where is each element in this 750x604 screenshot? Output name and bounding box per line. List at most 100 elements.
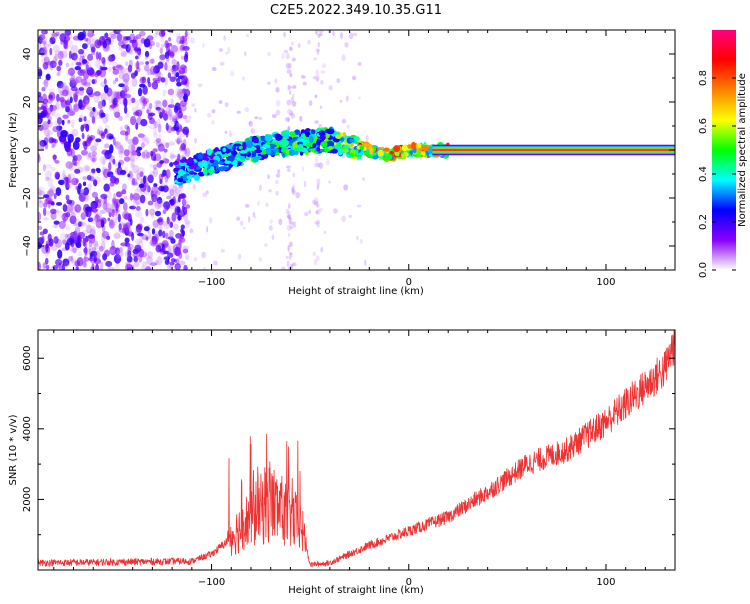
- noise-blob: [285, 53, 291, 60]
- noise-blob: [94, 39, 102, 49]
- noise-blob: [91, 191, 99, 199]
- noise-blob: [146, 185, 151, 193]
- noise-blob: [281, 53, 285, 60]
- noise-blob: [71, 258, 77, 264]
- noise-blob: [135, 66, 141, 73]
- noise-blob: [124, 87, 128, 97]
- signal-blob: [206, 148, 213, 156]
- noise-blob: [144, 55, 148, 60]
- noise-blob: [54, 53, 58, 62]
- noise-blob: [289, 46, 293, 51]
- noise-blob: [57, 50, 64, 60]
- noise-blob: [162, 206, 167, 212]
- noise-blob: [182, 126, 190, 136]
- noise-blob: [175, 139, 183, 144]
- noise-blob: [314, 94, 318, 98]
- noise-blob: [205, 190, 209, 195]
- noise-blob: [111, 91, 118, 97]
- noise-blob: [77, 251, 83, 257]
- noise-blob: [345, 95, 349, 102]
- noise-blob: [283, 49, 288, 54]
- noise-blob: [139, 194, 146, 204]
- noise-blob: [81, 132, 85, 140]
- noise-blob: [139, 137, 147, 143]
- noise-blob: [320, 246, 324, 253]
- noise-blob: [313, 197, 319, 204]
- signal-blob: [349, 138, 355, 143]
- noise-blob: [132, 198, 137, 209]
- noise-blob: [141, 264, 146, 270]
- noise-blob: [265, 202, 269, 208]
- noise-blob: [99, 155, 107, 165]
- noise-blob: [51, 224, 58, 229]
- signal-blob: [308, 136, 314, 143]
- noise-blob: [72, 104, 77, 110]
- noise-blob: [114, 141, 121, 150]
- noise-blob: [248, 120, 253, 127]
- noise-blob: [175, 258, 180, 264]
- noise-blob: [125, 132, 129, 142]
- noise-blob: [85, 224, 93, 234]
- figure-title: C2E5.2022.349.10.35.G11: [270, 3, 442, 18]
- noise-blob: [113, 254, 122, 264]
- noise-blob: [65, 62, 70, 68]
- signal-blob: [261, 150, 267, 155]
- noise-blob: [344, 42, 349, 48]
- noise-blob: [176, 91, 183, 99]
- noise-blob: [55, 187, 62, 196]
- noise-blob: [102, 116, 108, 124]
- noise-blob: [182, 114, 188, 120]
- noise-blob: [88, 240, 93, 248]
- noise-blob: [38, 47, 46, 56]
- noise-blob: [117, 248, 124, 257]
- noise-blob: [178, 240, 182, 249]
- noise-blob: [125, 36, 131, 41]
- noise-blob: [175, 122, 182, 128]
- noise-blob: [72, 230, 78, 240]
- noise-blob: [183, 93, 188, 103]
- noise-blob: [70, 148, 75, 158]
- noise-blob: [95, 263, 99, 270]
- noise-blob: [291, 85, 297, 89]
- noise-blob: [313, 259, 318, 266]
- noise-blob: [104, 128, 108, 135]
- noise-blob: [166, 171, 171, 177]
- noise-blob: [162, 209, 167, 215]
- noise-blob: [93, 114, 101, 120]
- noise-blob: [112, 68, 120, 75]
- noise-blob: [61, 263, 66, 270]
- signal-blob: [231, 150, 238, 156]
- noise-blob: [85, 64, 91, 71]
- noise-blob: [38, 112, 45, 118]
- noise-blob: [115, 77, 119, 82]
- noise-blob: [91, 116, 96, 124]
- noise-blob: [229, 130, 232, 136]
- noise-blob: [111, 209, 115, 218]
- noise-blob: [285, 62, 290, 69]
- noise-blob: [48, 88, 55, 94]
- noise-blob: [320, 70, 326, 75]
- noise-blob: [105, 207, 113, 213]
- signal-blob: [229, 154, 235, 162]
- noise-blob: [348, 214, 353, 218]
- noise-blob: [180, 80, 188, 86]
- noise-blob: [86, 174, 92, 181]
- signal-blob: [280, 147, 288, 153]
- noise-blob: [92, 206, 98, 214]
- noise-blob: [120, 130, 127, 136]
- noise-blob: [101, 99, 106, 107]
- noise-blob: [246, 33, 249, 38]
- noise-blob: [224, 102, 229, 108]
- noise-blob: [50, 245, 58, 251]
- noise-blob: [49, 60, 57, 68]
- noise-blob: [318, 162, 323, 169]
- noise-blob: [90, 250, 98, 257]
- noise-blob: [45, 170, 52, 180]
- noise-blob: [110, 34, 117, 39]
- noise-blob: [168, 37, 172, 42]
- noise-blob: [48, 39, 53, 47]
- noise-blob: [48, 238, 54, 247]
- noise-blob: [42, 80, 48, 85]
- signal-blob: [178, 161, 186, 167]
- noise-blob: [258, 257, 262, 262]
